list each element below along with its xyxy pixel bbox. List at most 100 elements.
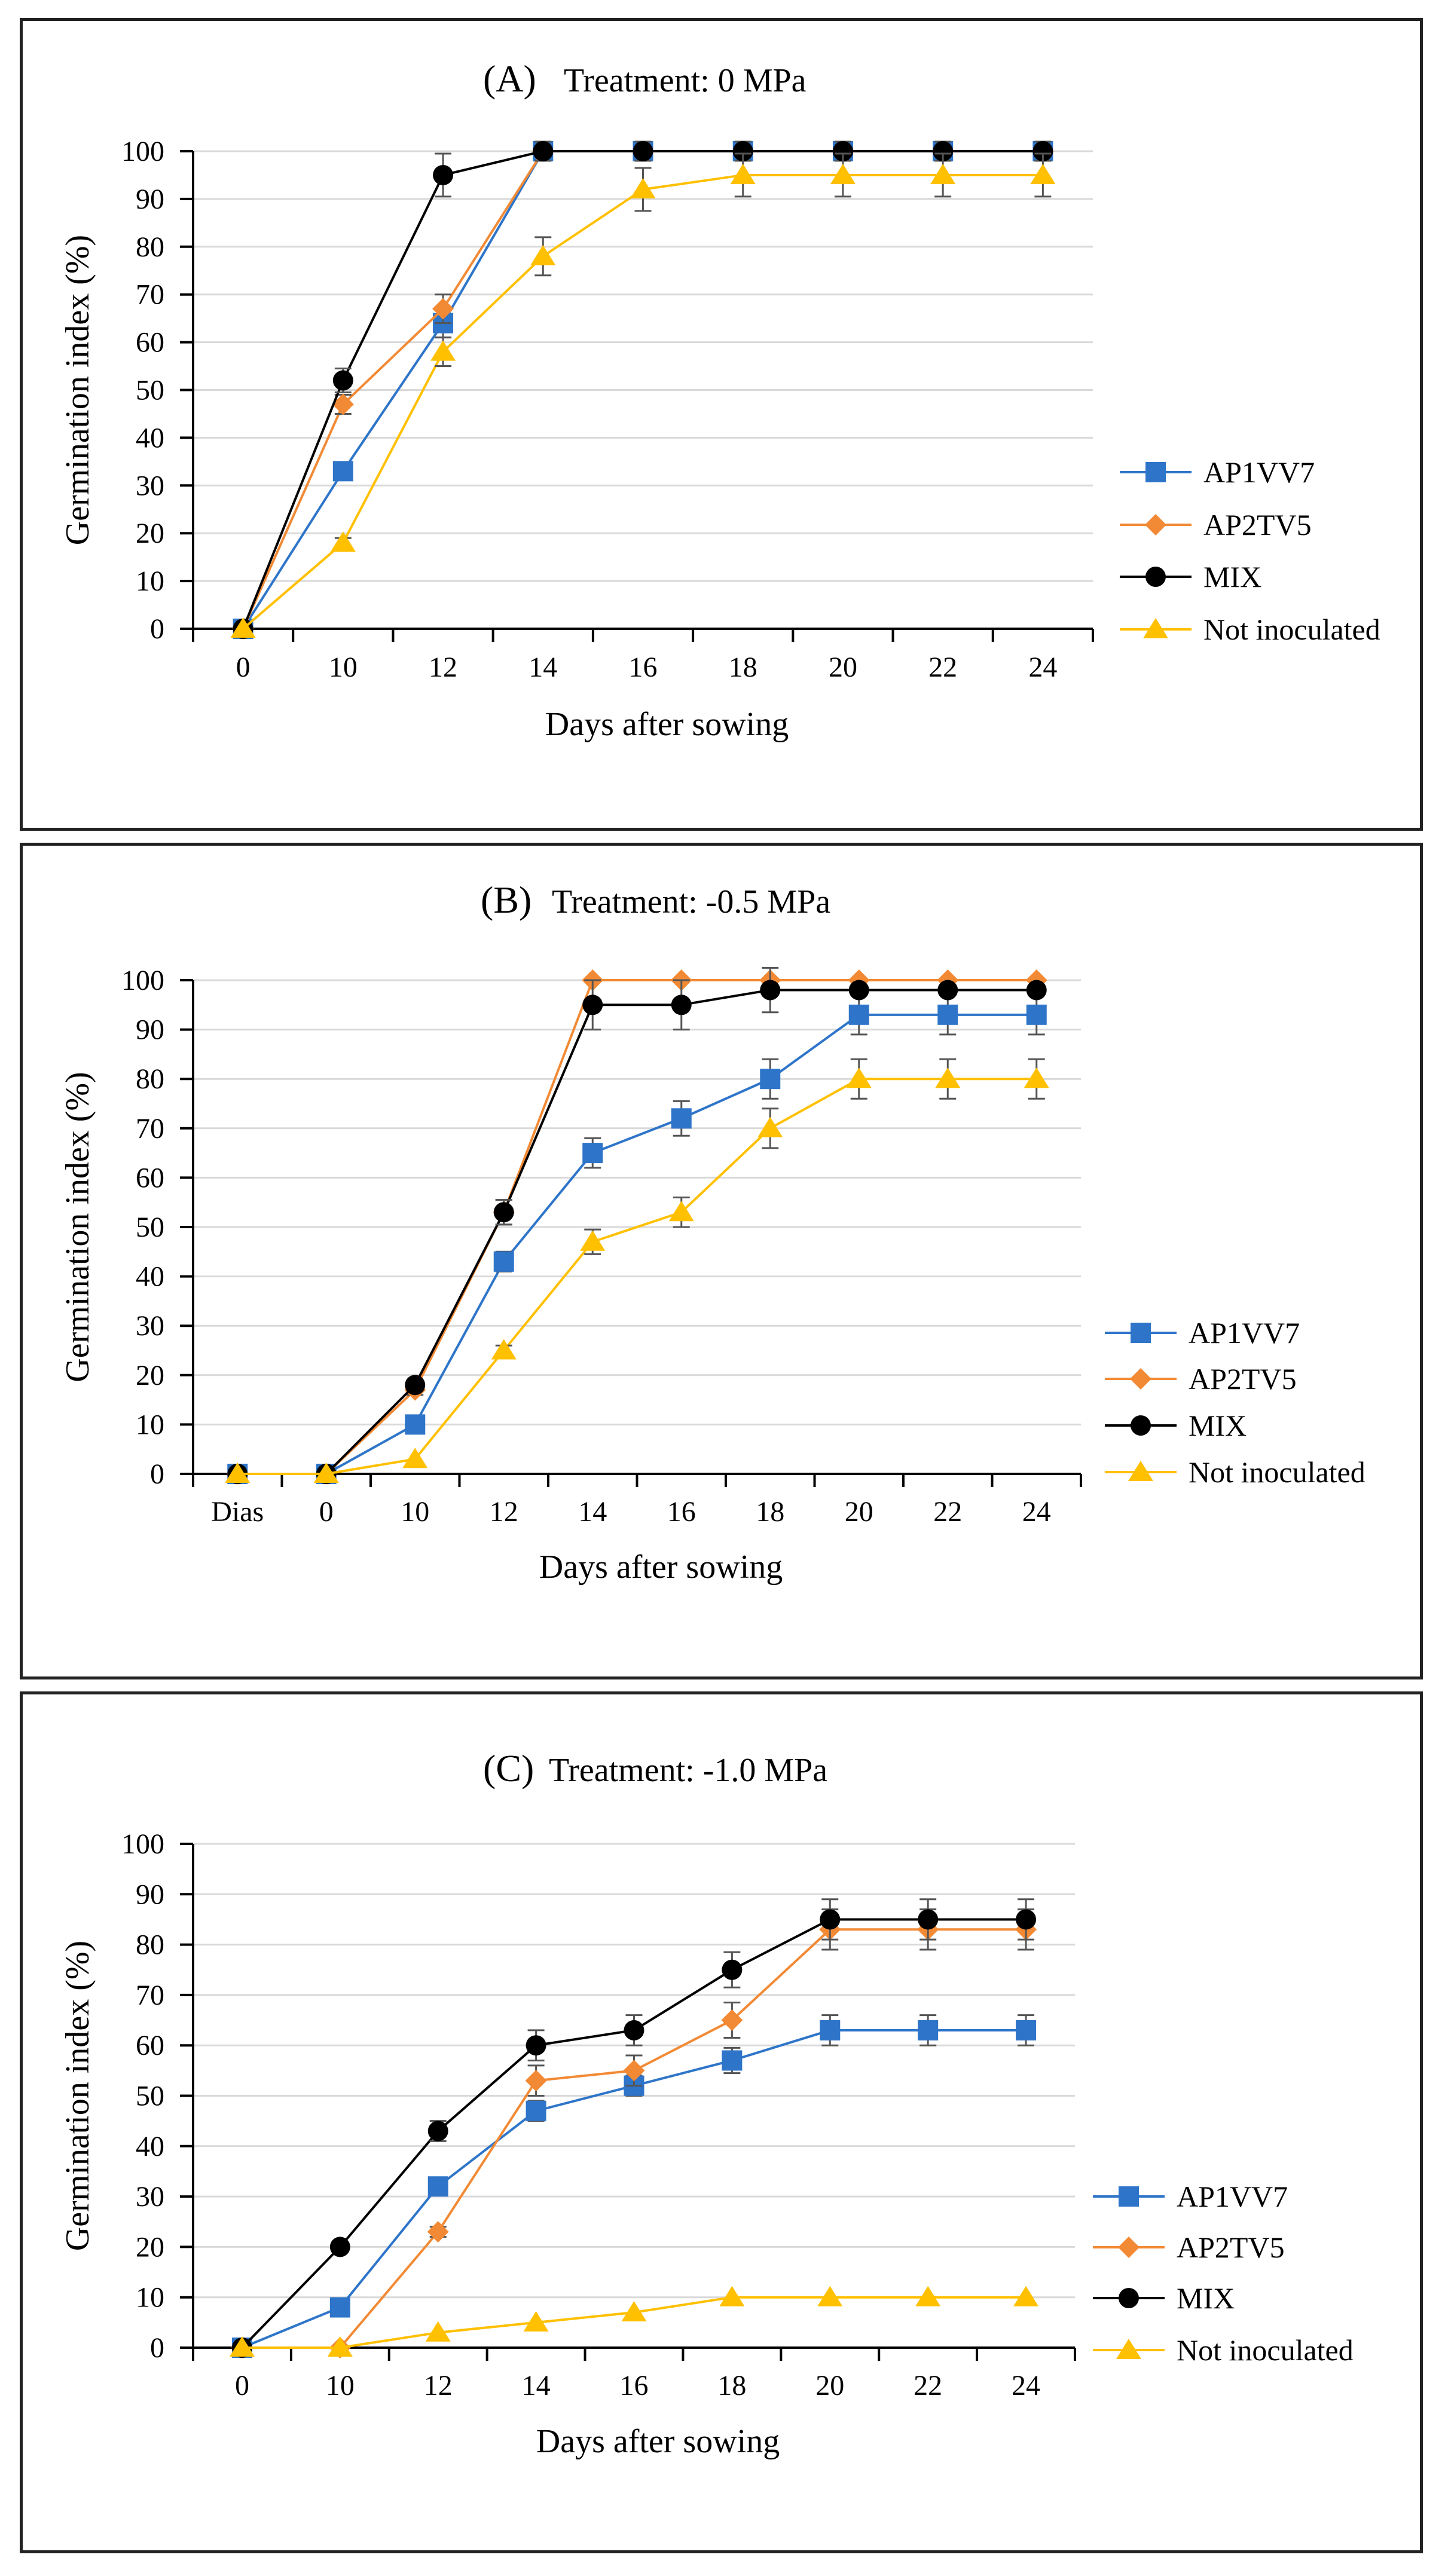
- legend-label: AP2TV5: [1203, 508, 1312, 541]
- chart-b-svg: (B) Treatment: -0.5 MPa 0 10 20 30 40 50 60 70 80 9…: [59, 879, 1365, 1586]
- data-point: [580, 1230, 606, 1251]
- data-point: [526, 2035, 546, 2056]
- data-point: [937, 1004, 958, 1025]
- x-tick-label: 18: [717, 2370, 746, 2401]
- legend-label: MIX: [1189, 1409, 1247, 1442]
- chart-c-title-letter: (C): [483, 1747, 534, 1789]
- legend-label: MIX: [1203, 560, 1261, 593]
- x-tick-label: Dias: [211, 1496, 264, 1528]
- data-point: [918, 2020, 939, 2040]
- data-point: [732, 141, 753, 161]
- data-point: [1013, 2286, 1039, 2306]
- data-point: [1032, 141, 1053, 161]
- x-tick-label: 24: [1028, 651, 1057, 683]
- legend-marker: [1145, 514, 1166, 536]
- data-point: [432, 298, 454, 320]
- data-point: [933, 141, 954, 161]
- data-point: [930, 163, 956, 184]
- y-tick-label: 80: [136, 1929, 164, 1961]
- legend-label: AP2TV5: [1189, 1362, 1297, 1396]
- series-line: [242, 173, 1043, 630]
- legend-label: AP1VV7: [1203, 455, 1315, 489]
- data-point: [722, 2050, 743, 2071]
- y-tick-label: 10: [136, 565, 164, 597]
- series-mix: [227, 966, 1047, 1484]
- data-point: [1016, 1909, 1037, 1930]
- data-point: [330, 531, 356, 552]
- data-point: [225, 1463, 250, 1483]
- data-point: [425, 2321, 451, 2342]
- data-point: [327, 2336, 353, 2357]
- legend-marker: [1130, 1368, 1151, 1390]
- series-line: [237, 1013, 1037, 1475]
- data-point: [1024, 1067, 1049, 1088]
- data-point: [526, 2100, 546, 2121]
- series-ap1vv7: [227, 994, 1047, 1484]
- y-tick-label: 20: [136, 2231, 164, 2263]
- y-tick-label: 90: [136, 1879, 164, 1910]
- data-point: [937, 980, 958, 1001]
- data-point: [1030, 163, 1056, 184]
- y-tick-label: 60: [136, 1162, 164, 1194]
- y-tick-label: 60: [136, 327, 164, 359]
- data-point: [332, 370, 353, 391]
- y-tick-label: 70: [136, 1980, 164, 2011]
- data-point: [624, 2020, 644, 2040]
- data-point: [846, 1067, 872, 1088]
- chart-panel-a: (A) Treatment: 0 MPa 0 10 20 30 40 50 60 70 80 90 10…: [20, 18, 1423, 831]
- x-tick-label: 14: [522, 2370, 551, 2401]
- legend-marker: [1143, 618, 1168, 638]
- legend-label: MIX: [1177, 2281, 1235, 2315]
- x-tick-label: 16: [667, 1496, 696, 1528]
- x-tick-label: 22: [933, 1496, 962, 1528]
- series-mix: [231, 1898, 1037, 2358]
- data-point: [402, 1448, 428, 1468]
- chart-a-svg: (A) Treatment: 0 MPa 0 10 20 30 40 50 60 70 80 90 10…: [59, 57, 1380, 743]
- legend-label: Not inoculated: [1189, 1455, 1365, 1489]
- data-point: [582, 1143, 603, 1164]
- chart-a-title: Treatment: 0 MPa: [564, 62, 806, 99]
- data-point: [630, 178, 656, 198]
- x-tick-label: 12: [424, 2370, 453, 2401]
- data-point: [1016, 2020, 1037, 2040]
- y-tick-label: 80: [136, 231, 164, 263]
- legend-label: Not inoculated: [1177, 2333, 1354, 2367]
- data-point: [848, 980, 869, 1001]
- chart-panel-b: (B) Treatment: -0.5 MPa 0 10 20 30 40 50 60 70 80 9…: [20, 843, 1423, 1679]
- y-axis-title: Germination index (%): [59, 235, 96, 545]
- y-tick-label: 40: [136, 2131, 164, 2162]
- y-tick-label: 70: [136, 279, 164, 311]
- y-tick-label: 90: [136, 183, 164, 215]
- x-tick-label: 0: [319, 1496, 334, 1528]
- x-tick-label: 12: [429, 651, 457, 683]
- legend-marker: [1128, 1461, 1153, 1481]
- data-point: [918, 1909, 939, 1930]
- x-axis-title: Days after sowing: [536, 2423, 780, 2460]
- y-tick-label: 80: [136, 1063, 164, 1095]
- x-tick-label: 0: [236, 651, 250, 683]
- x-axis-title: Days after sowing: [545, 706, 789, 743]
- y-tick-label: 90: [136, 1014, 164, 1046]
- data-point: [329, 2237, 350, 2257]
- x-tick-label: 20: [829, 651, 857, 683]
- x-tick-label: 20: [815, 2370, 844, 2401]
- data-point: [329, 2297, 350, 2318]
- y-tick-label: 0: [150, 2332, 164, 2364]
- y-tick-label: 20: [136, 1360, 164, 1391]
- data-point: [722, 1959, 743, 1980]
- data-point: [832, 141, 853, 161]
- data-point: [757, 1116, 783, 1137]
- data-point: [830, 163, 856, 184]
- data-point: [427, 2221, 449, 2243]
- legend-marker: [1131, 1323, 1151, 1343]
- y-tick-label: 70: [136, 1113, 164, 1145]
- legend-marker: [1131, 1415, 1151, 1436]
- y-tick-label: 50: [136, 1211, 164, 1243]
- data-point: [533, 141, 554, 161]
- data-point: [1026, 1004, 1047, 1025]
- series-not-inoculated: [230, 152, 1056, 638]
- data-point: [525, 2070, 547, 2092]
- data-point: [1026, 980, 1047, 1001]
- data-point: [332, 393, 354, 415]
- y-tick-label: 10: [136, 2282, 164, 2314]
